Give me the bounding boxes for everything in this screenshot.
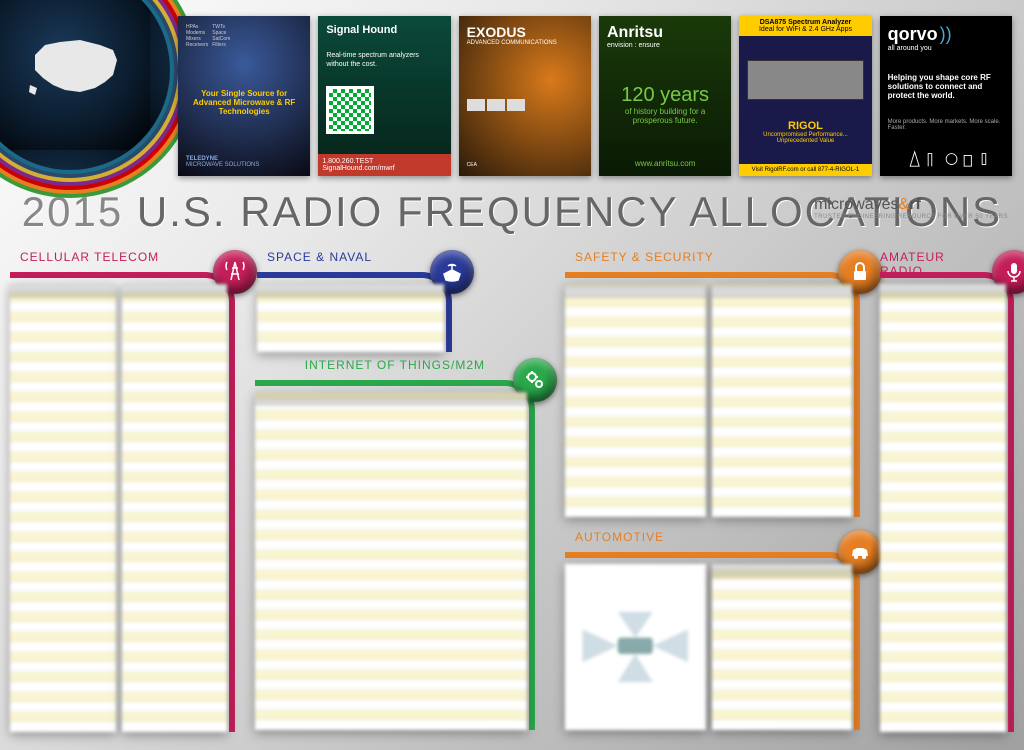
- wireless-icons: [888, 150, 1004, 168]
- freq-table: [880, 284, 1006, 732]
- ad-anritsu: Anritsu envision : ensure 120 years of h…: [599, 16, 731, 176]
- freq-table: [255, 392, 527, 730]
- freq-table: [10, 284, 116, 732]
- section-space-naval: SPACE & NAVAL: [257, 272, 452, 352]
- ad-brand: qorvo: [888, 24, 938, 44]
- ad-exodus: EXODUS ADVANCED COMMUNICATIONS CEA: [459, 16, 591, 176]
- ad-headline: Helping you shape core RF solutions to c…: [888, 73, 1004, 100]
- ad-brand: EXODUS: [467, 24, 583, 40]
- sponsor-ads-row: HPAsModemsMixersReceivers TWTsSpaceSatCo…: [178, 16, 1012, 176]
- ad-teledyne: HPAsModemsMixersReceivers TWTsSpaceSatCo…: [178, 16, 310, 176]
- ad-qorvo: qorvo )) all around you Helping you shap…: [880, 16, 1012, 176]
- globe-ring-logo: [0, 0, 170, 170]
- freq-table: [257, 284, 444, 352]
- ad-headline: Real-time spectrum analyzers without the…: [326, 52, 442, 69]
- usa-silhouette-icon: [25, 30, 125, 100]
- ad-brand: Anritsu: [607, 24, 723, 42]
- freq-table: [122, 284, 228, 732]
- ad-brand: Signal Hound: [326, 24, 442, 36]
- section-iot: INTERNET OF THINGS/M2M: [255, 380, 535, 730]
- ad-signalhound: Signal Hound Real-time spectrum analyzer…: [318, 16, 450, 176]
- sections-container: CELLULAR TELECOM SPACE & NAVAL INTERNET …: [10, 252, 1014, 740]
- ad-brand: RIGOL: [747, 120, 863, 132]
- section-amateur: AMATEUR RADIO: [880, 272, 1014, 732]
- ad-headline: Your Single Source for Advanced Microwav…: [186, 89, 302, 116]
- publisher-logo: microwaves&rf TRUSTED ENGINEERING RESOUR…: [814, 196, 1008, 220]
- qr-code-icon: [326, 86, 374, 134]
- radar-diagram: [565, 564, 706, 730]
- section-safety: SAFETY & SECURITY: [565, 272, 860, 517]
- spectrum-analyzer-icon: [747, 60, 863, 100]
- ad-rigol: DSA875 Spectrum Analyzer Ideal for WiFi …: [739, 16, 871, 176]
- ad-headline: ADVANCED COMMUNICATIONS: [467, 40, 583, 47]
- ad-headline: 120 years: [607, 84, 723, 107]
- ad-headline: Uncompromised Performance... Unprecedent…: [747, 132, 863, 144]
- freq-table: [712, 284, 853, 517]
- freq-table: [712, 564, 853, 730]
- section-automotive: AUTOMOTIVE: [565, 552, 860, 730]
- section-cellular: CELLULAR TELECOM: [10, 272, 235, 732]
- freq-table: [565, 284, 706, 517]
